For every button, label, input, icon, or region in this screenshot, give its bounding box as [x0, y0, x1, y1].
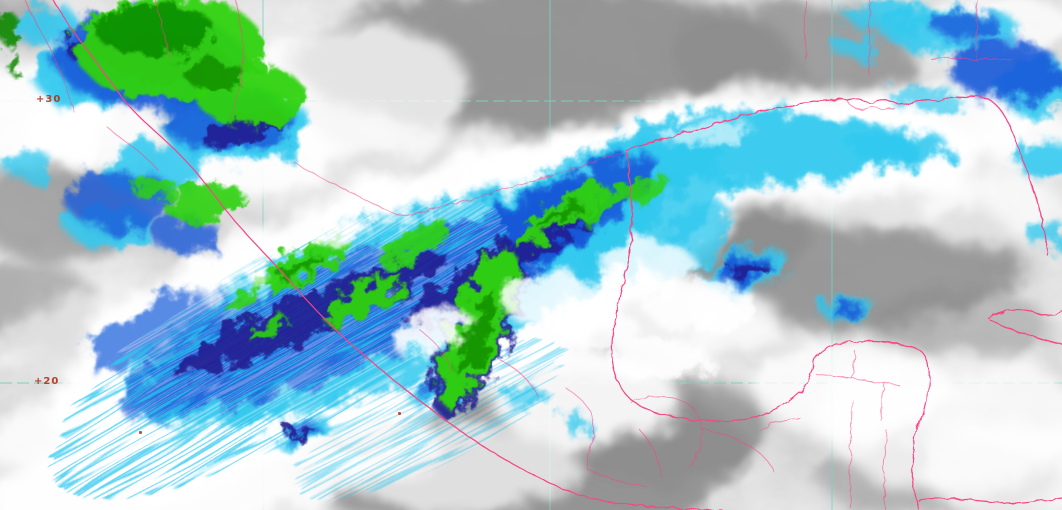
- rio-grande-border: [293, 151, 625, 217]
- belize-border: [883, 429, 887, 510]
- south-mexico-state-borders: [565, 387, 801, 487]
- yucatan-coast: [747, 340, 930, 510]
- guatemala-border: [849, 399, 853, 510]
- texas-coast: [625, 98, 847, 151]
- green-enhancement-layer: [0, 0, 669, 408]
- central-mexico-state-borders: [419, 329, 539, 397]
- mexico-pacific-coast: [223, 207, 723, 510]
- louisiana-marsh: [845, 98, 895, 111]
- gulf-of-california-coast: [52, 0, 225, 209]
- us-state-borders: [804, 0, 1013, 76]
- baja-coast: [24, 0, 75, 113]
- yucatan-state-borders: [815, 351, 901, 421]
- north-mexico-state-borders: [107, 0, 244, 171]
- white-wisp-layer: [197, 120, 755, 382]
- cuba-coast: [987, 308, 1062, 346]
- us-gulf-coast: [845, 96, 1049, 257]
- honduras-coast: [917, 497, 1062, 505]
- coastline-layer: [24, 0, 1062, 510]
- mexico-gulf-coast: [611, 151, 749, 422]
